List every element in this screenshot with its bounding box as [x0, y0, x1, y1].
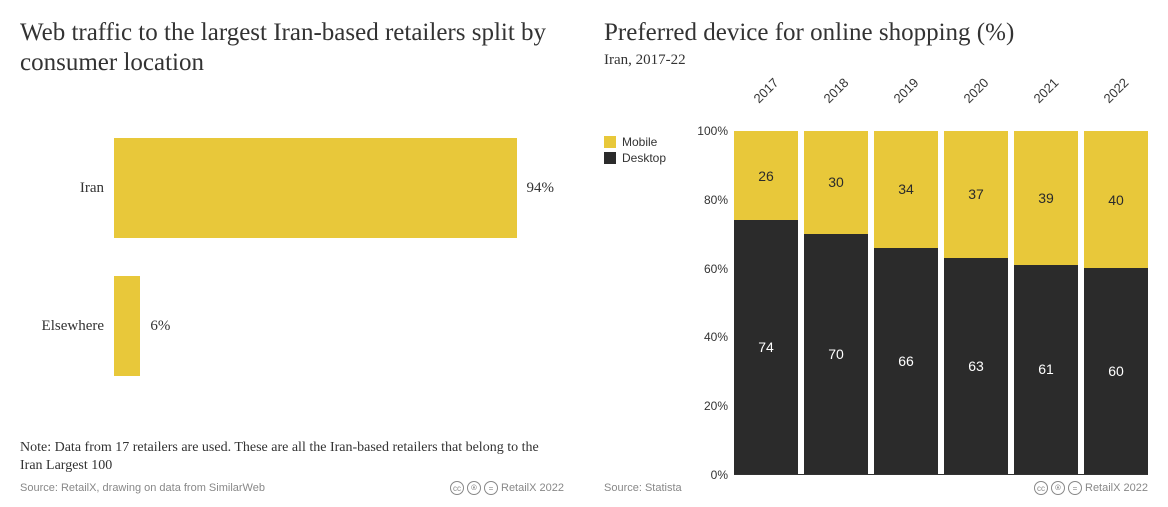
stacked-column: 20224060 — [1084, 131, 1148, 474]
legend-label: Mobile — [622, 135, 657, 149]
column-year-label: 2017 — [750, 75, 781, 106]
left-title: Web traffic to the largest Iran-based re… — [20, 18, 564, 78]
left-note: Note: Data from 17 retailers are used. T… — [20, 439, 564, 475]
column-year-label: 2019 — [890, 75, 921, 106]
nd-icon: = — [1068, 481, 1082, 495]
hbar-category-label: Iran — [24, 180, 114, 197]
hbar-category-label: Elsewhere — [24, 318, 114, 335]
hbar-track: 6% — [114, 276, 554, 376]
segment-desktop: 70 — [804, 234, 868, 474]
segment-desktop: 61 — [1014, 265, 1078, 474]
legend-label: Desktop — [622, 151, 666, 165]
legend-item-desktop: Desktop — [604, 151, 684, 165]
segment-mobile: 39 — [1014, 131, 1078, 265]
segment-desktop: 63 — [944, 258, 1008, 474]
column-year-label: 2020 — [960, 75, 991, 106]
y-tick-label: 60% — [704, 262, 728, 276]
column-year-label: 2018 — [820, 75, 851, 106]
legend-item-mobile: Mobile — [604, 135, 684, 149]
left-attribution: RetailX 2022 — [501, 482, 564, 494]
left-panel: Web traffic to the largest Iran-based re… — [0, 0, 584, 507]
hbar-value-label: 94% — [527, 180, 555, 197]
right-attribution-group: cc 🅯 = RetailX 2022 — [1034, 481, 1148, 495]
segment-mobile: 37 — [944, 131, 1008, 258]
hbar-row-iran: Iran 94% — [24, 138, 554, 238]
y-tick-label: 100% — [697, 124, 728, 138]
stacked-plot: 0%20%40%60%80%100% 201726742018307020193… — [684, 81, 1148, 475]
stacked-column: 20213961 — [1014, 131, 1078, 474]
hbar-bar — [114, 276, 140, 376]
y-tick-label: 40% — [704, 330, 728, 344]
segment-desktop: 60 — [1084, 268, 1148, 474]
y-axis: 0%20%40%60%80%100% — [684, 131, 734, 475]
column-year-label: 2021 — [1030, 75, 1061, 106]
hbar-chart: Iran 94% Elsewhere 6% — [20, 82, 564, 433]
y-tick-label: 80% — [704, 193, 728, 207]
columns: 2017267420183070201934662020376320213961… — [734, 131, 1148, 475]
segment-desktop: 74 — [734, 220, 798, 474]
right-source: Source: Statista — [604, 482, 682, 494]
y-tick-label: 20% — [704, 399, 728, 413]
right-panel: Preferred device for online shopping (%)… — [584, 0, 1168, 507]
stacked-chart: Mobile Desktop 0%20%40%60%80%100% 201726… — [604, 81, 1148, 475]
y-tick-label: 0% — [711, 468, 728, 482]
right-subtitle: Iran, 2017-22 — [604, 52, 1148, 69]
nd-icon: = — [484, 481, 498, 495]
by-icon: 🅯 — [467, 481, 481, 495]
hbar-value-label: 6% — [150, 318, 170, 335]
hbar-track: 94% — [114, 138, 554, 238]
cc-icon: cc — [450, 481, 464, 495]
by-icon: 🅯 — [1051, 481, 1065, 495]
hbar-row-elsewhere: Elsewhere 6% — [24, 276, 554, 376]
right-title: Preferred device for online shopping (%) — [604, 18, 1148, 48]
cc-icon: cc — [1034, 481, 1048, 495]
segment-desktop: 66 — [874, 248, 938, 474]
segment-mobile: 34 — [874, 131, 938, 248]
stacked-column: 20203763 — [944, 131, 1008, 474]
segment-mobile: 26 — [734, 131, 798, 220]
legend-swatch — [604, 136, 616, 148]
stacked-column: 20193466 — [874, 131, 938, 474]
stacked-column: 20172674 — [734, 131, 798, 474]
stacked-column: 20183070 — [804, 131, 868, 474]
column-year-label: 2022 — [1100, 75, 1131, 106]
left-source: Source: RetailX, drawing on data from Si… — [20, 482, 265, 494]
left-attribution-group: cc 🅯 = RetailX 2022 — [450, 481, 564, 495]
left-footer: Source: RetailX, drawing on data from Si… — [20, 481, 564, 495]
hbar-bar — [114, 138, 517, 238]
right-attribution: RetailX 2022 — [1085, 482, 1148, 494]
segment-mobile: 30 — [804, 131, 868, 234]
legend-swatch — [604, 152, 616, 164]
segment-mobile: 40 — [1084, 131, 1148, 268]
right-footer: Source: Statista cc 🅯 = RetailX 2022 — [604, 481, 1148, 495]
legend: Mobile Desktop — [604, 81, 684, 475]
